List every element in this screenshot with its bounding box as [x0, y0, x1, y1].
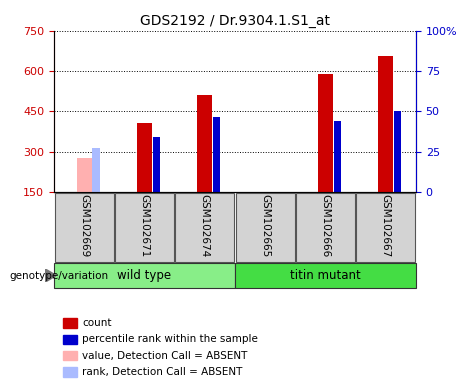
- Bar: [137, 124, 152, 192]
- Bar: [63, 367, 77, 377]
- Bar: [378, 56, 393, 192]
- Bar: [334, 121, 341, 192]
- Text: GSM102666: GSM102666: [321, 194, 330, 257]
- Bar: [235, 263, 416, 288]
- Bar: [175, 194, 234, 262]
- Bar: [197, 95, 212, 192]
- Bar: [92, 148, 100, 192]
- Text: GSM102669: GSM102669: [79, 194, 89, 257]
- Bar: [63, 351, 77, 360]
- Bar: [54, 263, 235, 288]
- Text: percentile rank within the sample: percentile rank within the sample: [82, 334, 258, 344]
- Text: genotype/variation: genotype/variation: [9, 270, 109, 281]
- Text: value, Detection Call = ABSENT: value, Detection Call = ABSENT: [82, 351, 248, 361]
- Bar: [55, 194, 114, 262]
- Bar: [236, 194, 295, 262]
- Text: titin mutant: titin mutant: [290, 269, 361, 282]
- Bar: [77, 159, 92, 192]
- Text: GSM102667: GSM102667: [381, 194, 391, 257]
- Bar: [356, 194, 415, 262]
- Text: GSM102671: GSM102671: [140, 194, 149, 257]
- Text: GSM102674: GSM102674: [200, 194, 210, 257]
- Bar: [153, 137, 160, 192]
- Text: count: count: [82, 318, 112, 328]
- Bar: [394, 111, 401, 192]
- Text: GSM102665: GSM102665: [260, 194, 270, 257]
- Bar: [63, 335, 77, 344]
- Text: wild type: wild type: [118, 269, 172, 282]
- Text: rank, Detection Call = ABSENT: rank, Detection Call = ABSENT: [82, 367, 243, 377]
- Polygon shape: [45, 269, 56, 283]
- Bar: [296, 194, 355, 262]
- Bar: [213, 117, 220, 192]
- Bar: [318, 74, 333, 192]
- Bar: [63, 318, 77, 328]
- Bar: [115, 194, 174, 262]
- Title: GDS2192 / Dr.9304.1.S1_at: GDS2192 / Dr.9304.1.S1_at: [140, 14, 330, 28]
